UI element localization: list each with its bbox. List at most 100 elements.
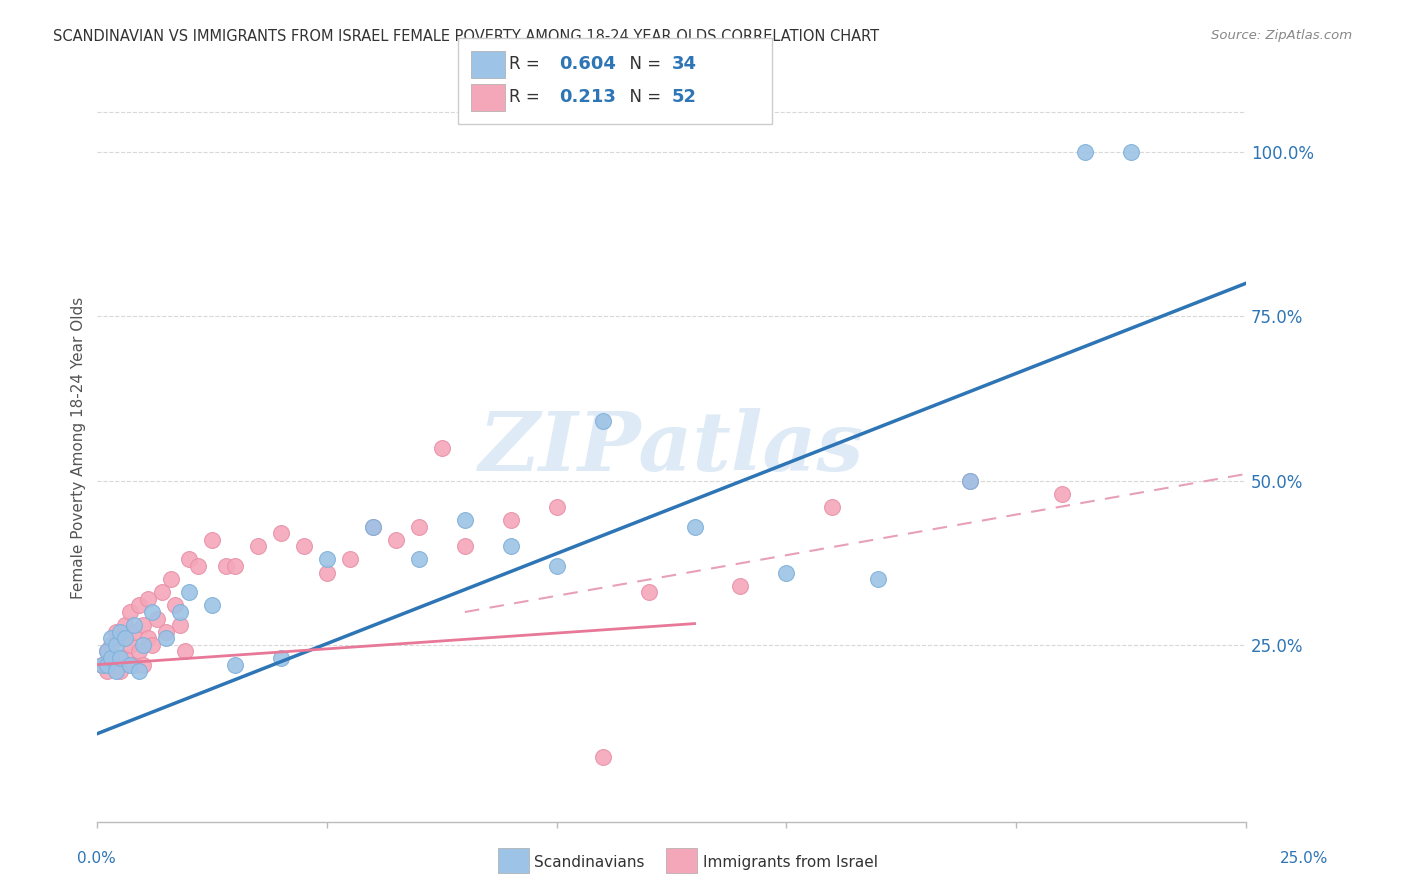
Point <box>173 644 195 658</box>
Point <box>592 414 614 428</box>
Point <box>201 599 224 613</box>
Point <box>292 539 315 553</box>
Point <box>637 585 659 599</box>
Point <box>100 632 122 646</box>
Point <box>187 559 209 574</box>
Text: 25.0%: 25.0% <box>1281 852 1329 866</box>
Point <box>430 441 453 455</box>
Point <box>118 605 141 619</box>
Text: R =: R = <box>509 55 546 73</box>
Point <box>114 632 136 646</box>
Point <box>270 526 292 541</box>
Point <box>165 599 187 613</box>
Point <box>592 749 614 764</box>
Point <box>546 559 568 574</box>
Point <box>91 657 114 672</box>
Point <box>132 657 155 672</box>
Point <box>146 611 169 625</box>
Text: 52: 52 <box>672 88 697 106</box>
Point <box>132 618 155 632</box>
Point <box>821 500 844 514</box>
Point <box>96 644 118 658</box>
Point <box>1074 145 1097 159</box>
Text: N =: N = <box>619 55 666 73</box>
Point <box>339 552 361 566</box>
Point <box>361 519 384 533</box>
Point <box>128 644 150 658</box>
Point <box>122 657 145 672</box>
Point <box>361 519 384 533</box>
Point <box>110 632 132 646</box>
Point <box>122 618 145 632</box>
Point <box>169 605 191 619</box>
Point <box>408 519 430 533</box>
Point <box>316 552 339 566</box>
Point <box>96 664 118 678</box>
Text: Source: ZipAtlas.com: Source: ZipAtlas.com <box>1212 29 1353 42</box>
Point <box>91 657 114 672</box>
Point <box>104 657 127 672</box>
Text: Scandinavians: Scandinavians <box>534 855 645 870</box>
Point <box>546 500 568 514</box>
Point <box>114 651 136 665</box>
Text: R =: R = <box>509 88 550 106</box>
Point <box>247 539 270 553</box>
Point <box>110 651 132 665</box>
Point <box>128 664 150 678</box>
Point <box>110 624 132 639</box>
Text: 0.604: 0.604 <box>560 55 616 73</box>
Point <box>316 566 339 580</box>
Point <box>959 474 981 488</box>
Point <box>104 638 127 652</box>
Point <box>775 566 797 580</box>
Point <box>118 638 141 652</box>
Point <box>499 539 522 553</box>
Point <box>179 585 201 599</box>
Text: N =: N = <box>619 88 666 106</box>
Point <box>104 624 127 639</box>
Point <box>141 605 163 619</box>
Point <box>270 651 292 665</box>
Point <box>1119 145 1142 159</box>
Point <box>454 539 477 553</box>
Text: ZIPatlas: ZIPatlas <box>479 408 865 488</box>
Point <box>169 618 191 632</box>
Point <box>730 579 752 593</box>
Point <box>122 624 145 639</box>
Point <box>155 632 177 646</box>
Point <box>100 651 122 665</box>
Point <box>114 618 136 632</box>
Point <box>1050 486 1073 500</box>
Point <box>160 572 183 586</box>
Point <box>155 624 177 639</box>
Text: Immigrants from Israel: Immigrants from Israel <box>703 855 877 870</box>
Point <box>385 533 408 547</box>
Point <box>136 591 159 606</box>
Point <box>959 474 981 488</box>
Point <box>408 552 430 566</box>
Point <box>100 651 122 665</box>
Point <box>224 559 246 574</box>
Point <box>100 638 122 652</box>
Point <box>499 513 522 527</box>
Text: 0.0%: 0.0% <box>77 852 117 866</box>
Point <box>224 657 246 672</box>
Point <box>136 632 159 646</box>
Point <box>96 657 118 672</box>
Point <box>150 585 173 599</box>
Point <box>201 533 224 547</box>
Point <box>179 552 201 566</box>
Point <box>96 644 118 658</box>
Text: 34: 34 <box>672 55 697 73</box>
Point <box>141 638 163 652</box>
Point <box>110 664 132 678</box>
Point <box>118 657 141 672</box>
Point <box>683 519 706 533</box>
Point <box>128 599 150 613</box>
Y-axis label: Female Poverty Among 18-24 Year Olds: Female Poverty Among 18-24 Year Olds <box>72 296 86 599</box>
Point <box>868 572 890 586</box>
Text: SCANDINAVIAN VS IMMIGRANTS FROM ISRAEL FEMALE POVERTY AMONG 18-24 YEAR OLDS CORR: SCANDINAVIAN VS IMMIGRANTS FROM ISRAEL F… <box>53 29 880 44</box>
Point <box>104 664 127 678</box>
Point <box>215 559 238 574</box>
Point <box>132 638 155 652</box>
